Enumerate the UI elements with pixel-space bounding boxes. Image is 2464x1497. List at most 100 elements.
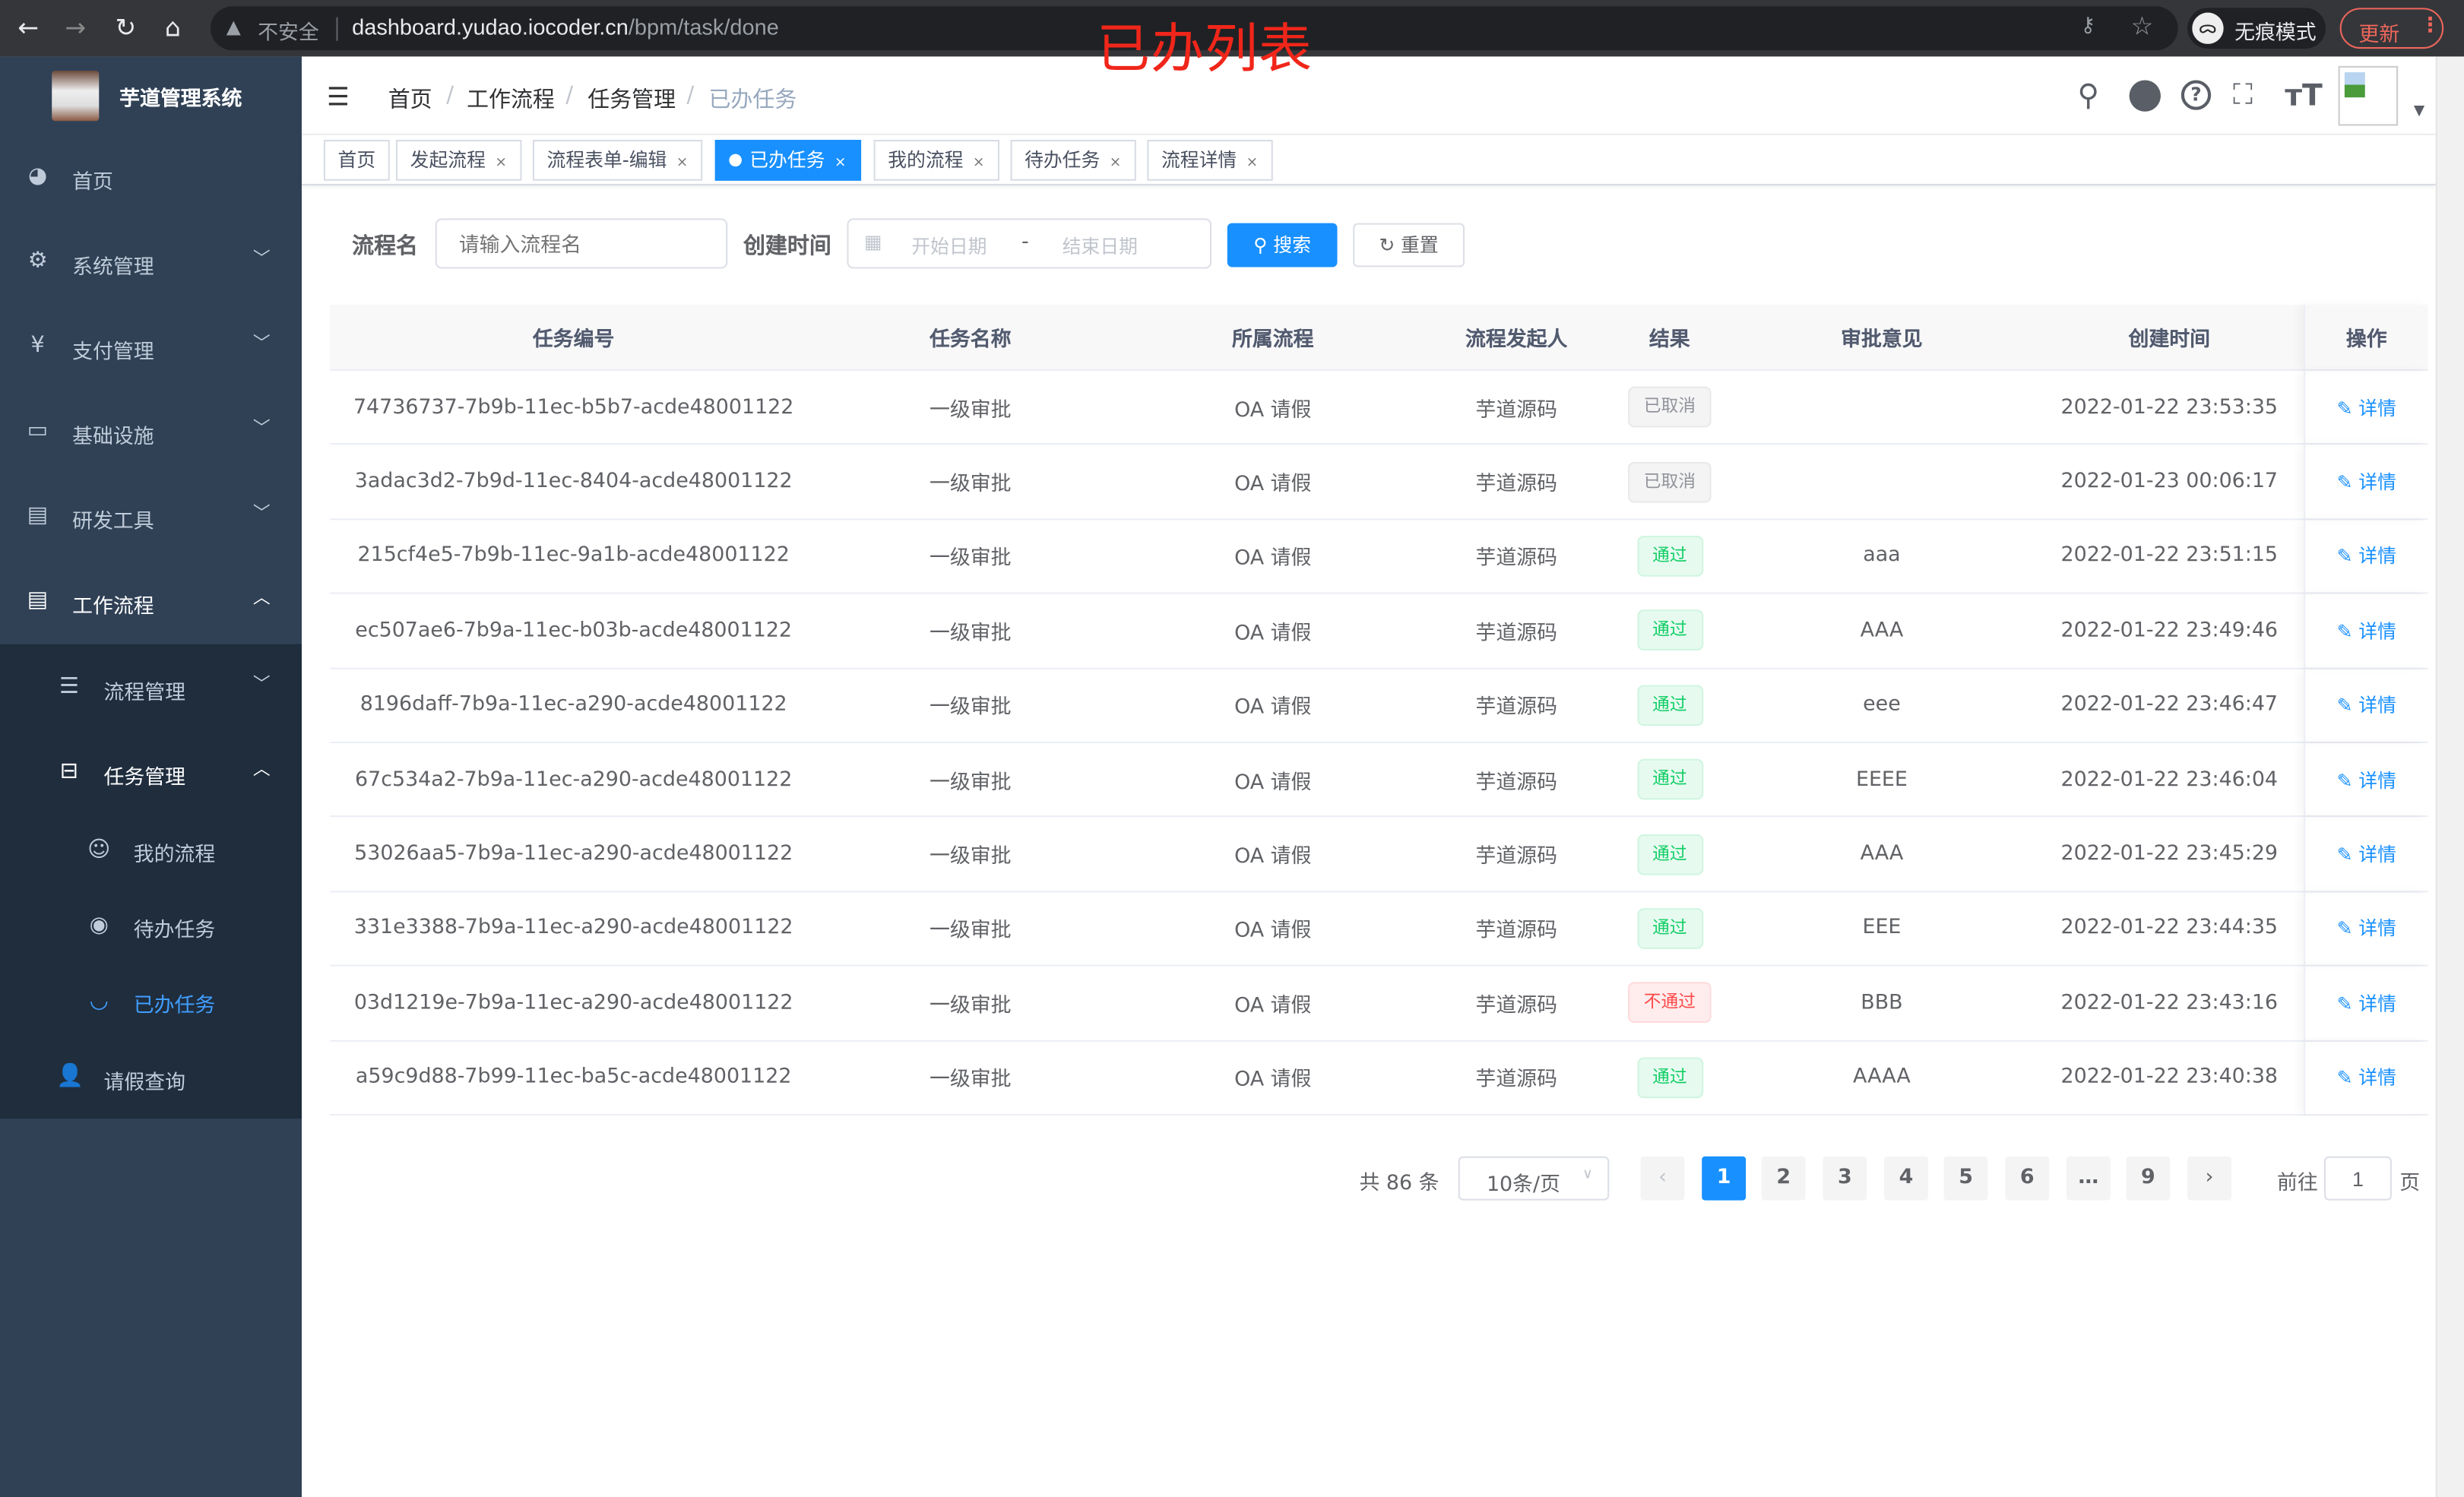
initiator-cell: 芋道源码 [1475,1068,1557,1093]
search-icon[interactable]: ⚲ [2077,78,2100,113]
breadcrumb-item[interactable]: 任务管理 [587,87,676,113]
page-button[interactable]: 3 [1823,1156,1867,1201]
menu-label: 我的流程 [133,843,216,868]
sidebar-item-workflow[interactable]: ▤ 工作流程 ︿ [0,559,302,644]
menu-label: 支付管理 [72,340,154,365]
detail-button[interactable]: ✎ 详情 [2337,394,2396,420]
page-button[interactable]: 4 [1884,1156,1928,1201]
sidebar-item-leave[interactable]: 👤 请假查询 [0,1039,302,1117]
reset-button[interactable]: ↻ 重置 [1353,223,1465,267]
detail-button[interactable]: ✎ 详情 [2337,543,2396,569]
tag-home[interactable]: 首页 [323,140,390,181]
page-button[interactable]: 2 [1761,1156,1806,1201]
tag-start-process[interactable]: 发起流程 × [396,140,521,181]
menu-label: 已办任务 [133,994,216,1018]
detail-button[interactable]: ✎ 详情 [2337,766,2396,793]
sidebar-item-process-manage[interactable]: ☰ 流程管理 ﹀ [0,646,302,731]
page-button[interactable]: 1 [1702,1156,1747,1201]
forward-icon[interactable]: → [65,12,87,43]
start-date-input[interactable]: 开始日期 [911,236,987,258]
tag-label: 待办任务 [1025,149,1101,172]
detail-button[interactable]: ✎ 详情 [2337,1064,2396,1090]
close-icon[interactable]: × [1246,155,1259,172]
sidebar-item-infra[interactable]: ▭ 基础设施 ﹀ [0,390,302,475]
avatar[interactable] [2338,65,2399,126]
detail-label: 详情 [2358,918,2396,941]
date-range-picker[interactable]: ▦ 开始日期 - 结束日期 [847,218,1212,269]
close-icon[interactable]: × [1109,155,1122,172]
goto-page-input[interactable] [2323,1156,2392,1201]
divider [336,17,338,41]
next-page-button[interactable]: › [2187,1156,2231,1201]
back-icon[interactable]: ← [17,12,40,43]
update-button[interactable]: 更新 ⋮ [2339,8,2444,49]
page-button[interactable]: 5 [1943,1156,1988,1201]
help-icon[interactable]: ? [2181,80,2212,110]
task-name-cell: 一级审批 [929,845,1012,869]
sidebar-item-done[interactable]: ◡ 已办任务 [0,963,302,1038]
edit-icon: ✎ [2336,695,2359,717]
sidebar-item-pay[interactable]: ¥ 支付管理 ﹀ [0,305,302,390]
create-time-cell: 2022-01-22 23:46:47 [2060,693,2279,717]
star-icon[interactable]: ☆ [2130,11,2154,41]
detail-button[interactable]: ✎ 详情 [2337,468,2396,495]
breadcrumb-item[interactable]: 首页 [388,87,432,113]
more-icon[interactable]: ⋮ [2420,14,2440,38]
end-date-input[interactable]: 结束日期 [1062,236,1138,258]
prev-page-button[interactable]: ‹ [1640,1156,1685,1201]
sidebar-item-task-manage[interactable]: ⊟ 任务管理 ︿ [0,730,302,815]
task-id-cell: 331e3388-7b9a-11ec-a290-acde48001122 [353,916,793,941]
close-icon[interactable]: × [972,155,985,172]
task-id-cell: 3adac3d2-7b9d-11ec-8404-acde48001122 [354,470,793,494]
tag-my-process[interactable]: 我的流程 × [873,140,999,181]
close-icon[interactable]: × [676,155,689,172]
result-cell: 通过 [1610,684,1728,726]
home-icon[interactable]: ⌂ [164,12,181,43]
reload-icon[interactable]: ↻ [115,12,137,43]
sidebar-item-system[interactable]: ⚙ 系统管理 ﹀ [0,220,302,305]
more-pages-button[interactable]: … [2066,1156,2111,1201]
page-button[interactable]: 6 [2005,1156,2050,1201]
key-icon[interactable]: ⚷ [2080,14,2096,38]
tag-form-edit[interactable]: 流程表单-编辑 × [532,140,702,181]
url-text[interactable]: dashboard.yudao.iocoder.cn/bpm/task/done [352,14,779,40]
tag-done-tasks[interactable]: 已办任务 × [714,140,861,181]
detail-button[interactable]: ✎ 详情 [2337,989,2396,1016]
page-button[interactable]: 9 [2126,1156,2171,1201]
process-name-input[interactable] [435,218,728,269]
result-cell: 通过 [1610,833,1728,875]
total-count: 共 86 条 [1359,1172,1439,1196]
tag-label: 我的流程 [888,149,964,172]
detail-button[interactable]: ✎ 详情 [2337,840,2396,867]
tag-process-detail[interactable]: 流程详情 × [1147,140,1272,181]
close-icon[interactable]: × [834,155,847,172]
chevron-down-icon: ﹀ [252,502,271,524]
detail-button[interactable]: ✎ 详情 [2337,692,2396,718]
font-size-icon[interactable]: тT [2285,78,2323,113]
close-icon[interactable]: × [495,155,507,172]
incognito-indicator[interactable]: ᯅ 无痕模式 [2187,8,2326,49]
initiator-cell: 芋道源码 [1475,473,1557,497]
sidebar-item-todo[interactable]: ◉ 待办任务 [0,888,302,963]
detail-button[interactable]: ✎ 详情 [2337,617,2396,644]
sidebar-item-devtools[interactable]: ▤ 研发工具 ﹀ [0,474,302,559]
comment-cell: EEEE [1855,767,1908,792]
actions-cell: ✎ 详情 [2304,593,2428,667]
fullscreen-icon[interactable]: ⛶ [2233,78,2253,112]
caret-down-icon[interactable]: ▼ [2413,103,2425,120]
detail-button[interactable]: ✎ 详情 [2337,915,2396,942]
sidebar-item-my-process[interactable]: ☺ 我的流程 [0,812,302,888]
page-size-select[interactable]: 10条/页 ∨ [1458,1156,1610,1201]
hamburger-icon[interactable]: ☰ [327,81,350,112]
column-header: 结果 [1648,328,1690,353]
address-bar[interactable]: ▲ 不安全 dashboard.yudao.iocoder.cn/bpm/tas… [211,6,2178,51]
search-button[interactable]: ⚲ 搜索 [1227,223,1338,267]
scrollbar[interactable] [2435,56,2464,1497]
github-icon[interactable] [2129,80,2161,112]
menu-label: 流程管理 [103,682,186,706]
breadcrumb-item[interactable]: 工作流程 [467,87,555,113]
task-id-cell: 8196daff-7b9a-11ec-a290-acde48001122 [359,693,787,717]
tag-todo[interactable]: 待办任务 × [1010,140,1135,181]
sidebar-item-home[interactable]: ◕ 首页 [0,135,302,220]
